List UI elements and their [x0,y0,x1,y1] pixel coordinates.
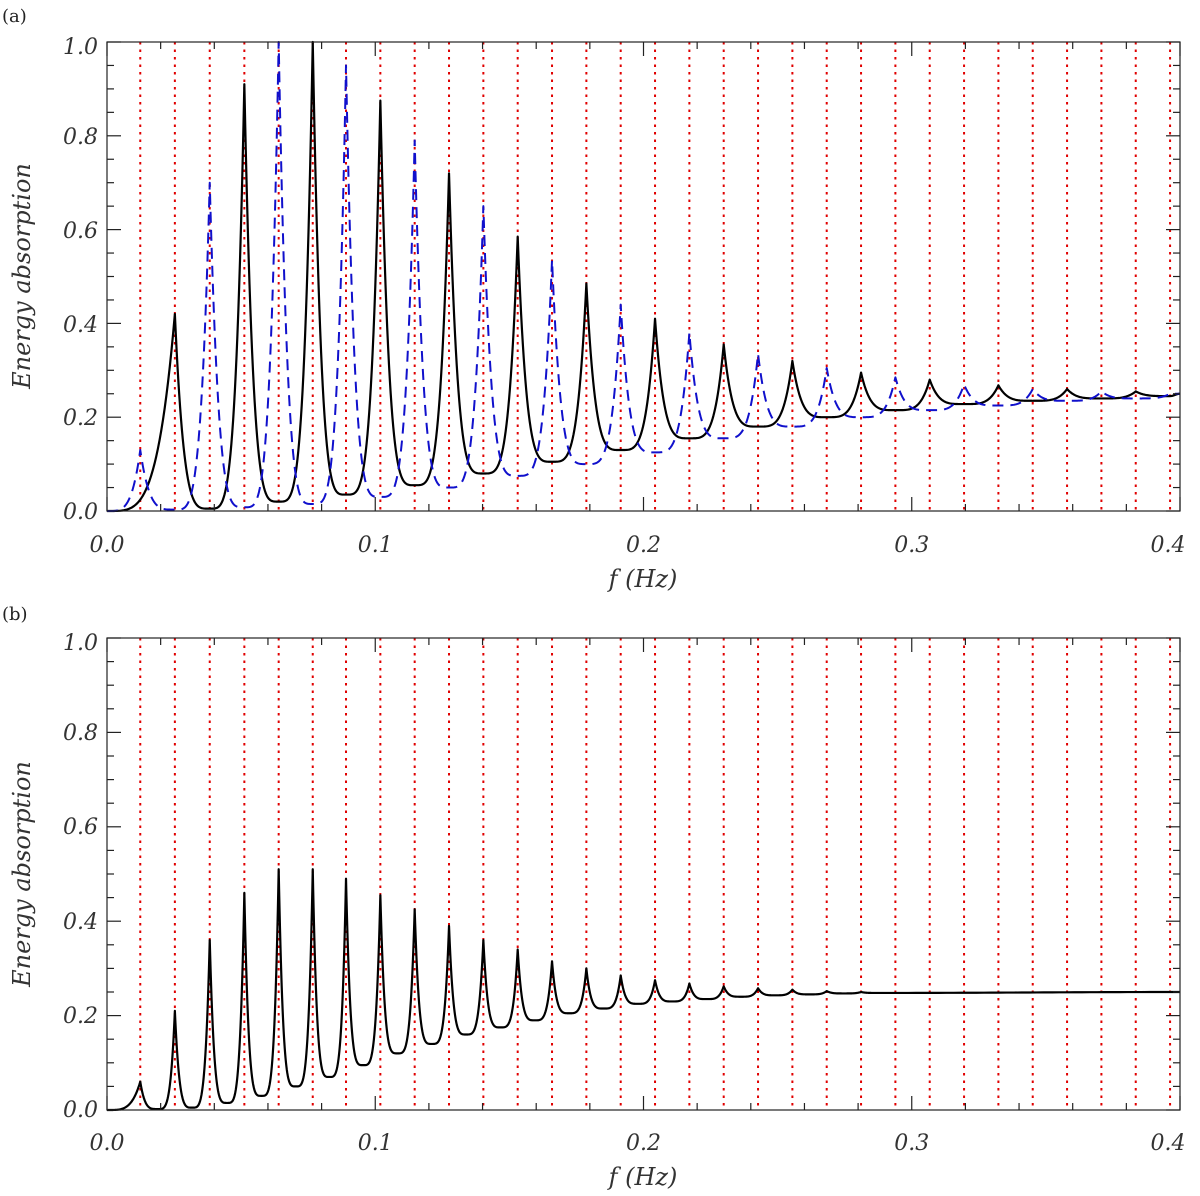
panel-a-y-tick-labels: 0.0 0.2 0.4 0.6 0.8 1.0 [63,35,98,525]
panel-a-y-tick-label: 0.4 [63,313,98,338]
panel-a-x-tick-label: 0.2 [626,533,661,558]
panel-b-y-tick-label: 0.6 [63,815,98,840]
panel-a-frame [106,41,1181,512]
panel-a-series-dashed-blue-line [106,41,1181,512]
panel-b-y-tick-label: 0.0 [63,1098,98,1123]
panel-a-x-tick-labels: 0.0 0.1 0.2 0.3 0.4 [90,533,1186,558]
panel-a-y-tick-label: 0.0 [63,500,98,525]
panel-a-vertical-markers [139,42,1172,511]
panel-b-y-tick-labels: 0.0 0.2 0.4 0.6 0.8 1.0 [63,631,98,1123]
panel-a-y-axis-label: Energy absorption [8,163,36,390]
panel-a-y-tick-label: 0.6 [63,219,98,244]
panel-b-frame [106,637,1181,1111]
panel-b-x-tick-labels: 0.0 0.1 0.2 0.3 0.4 [90,1131,1186,1156]
panel-a-y-tick-label: 1.0 [63,35,98,60]
panel-a-label: (a) [2,6,27,27]
panel-b: (b) 0.0 0.1 0.2 0.3 0.4 0.0 0.2 0.4 0.6 … [2,604,1186,1191]
panel-b-y-axis-label: Energy absorption [8,761,36,988]
panel-b-y-tick-label: 0.4 [63,910,98,935]
panel-a-x-tick-label: 0.1 [358,533,393,558]
panel-b-series [106,868,1180,1112]
panel-a: (a) 0.0 0.1 0.2 0.3 0.4 0.0 0.2 0.4 0.6 … [2,6,1186,593]
panel-a-ticks [106,41,1181,512]
panel-b-series-solid-black-line [106,868,1180,1112]
panel-b-label: (b) [2,604,28,625]
panel-b-ticks [106,637,1181,1111]
panel-b-x-tick-label: 0.0 [90,1131,125,1156]
panel-a-y-tick-label: 0.8 [63,125,98,150]
panel-a-series-solid-black-line [107,40,1181,513]
panel-b-x-tick-label: 0.3 [894,1131,929,1156]
panel-b-x-axis-label: f (Hz) [607,1163,678,1191]
panel-b-y-tick-label: 0.8 [63,721,98,746]
panel-b-x-tick-label: 0.1 [358,1131,393,1156]
panel-a-x-axis-label: f (Hz) [607,565,678,593]
panel-b-y-tick-label: 1.0 [63,631,98,656]
panel-a-y-tick-label: 0.2 [63,406,98,431]
panel-a-series [106,40,1181,513]
panel-a-x-tick-label: 0.4 [1151,533,1186,558]
panel-b-y-tick-label: 0.2 [63,1004,98,1029]
panel-b-x-tick-label: 0.2 [626,1131,661,1156]
panel-b-x-tick-label: 0.4 [1151,1131,1186,1156]
panel-a-x-tick-label: 0.0 [90,533,125,558]
panel-b-vertical-markers [139,638,1172,1110]
panel-a-x-tick-label: 0.3 [894,533,929,558]
